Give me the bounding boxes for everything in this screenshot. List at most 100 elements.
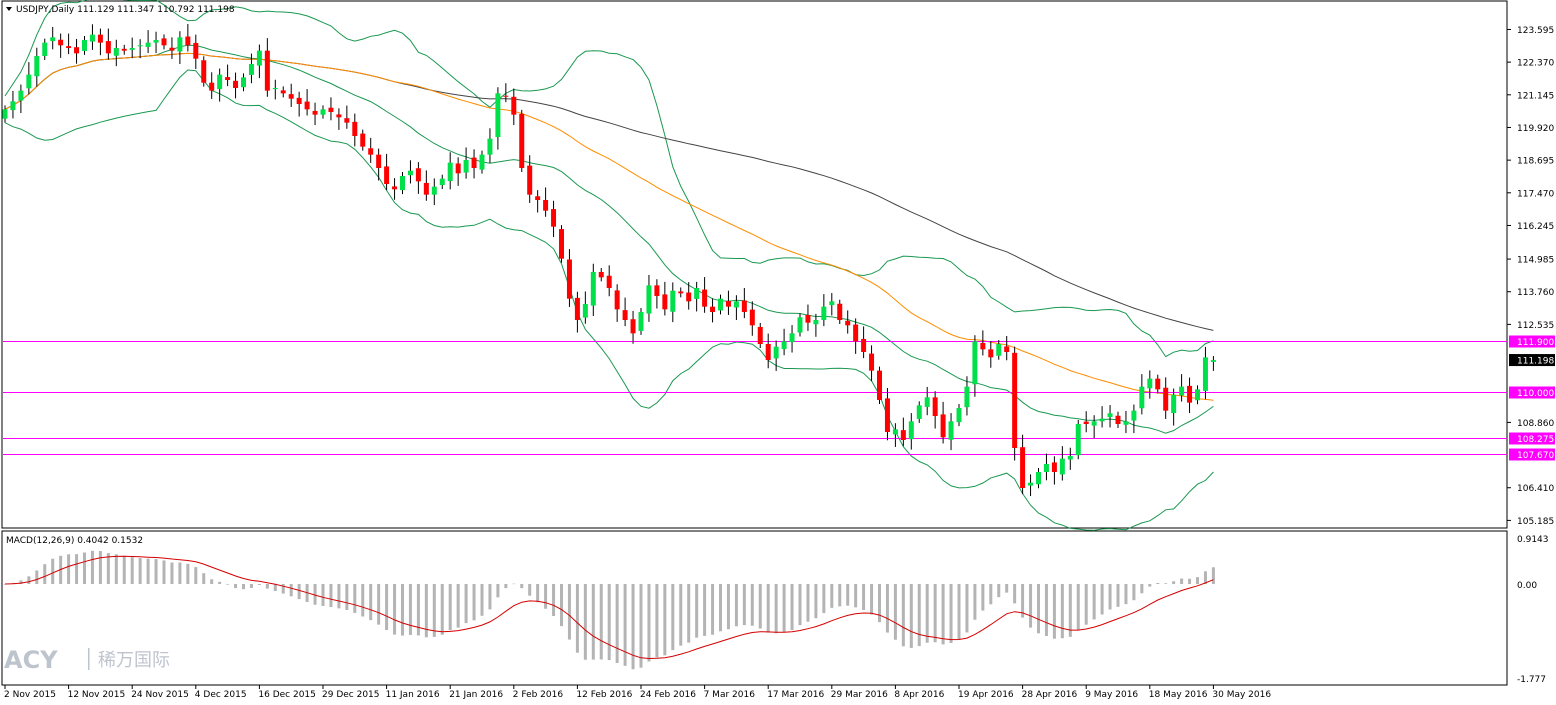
macd-bar [1211, 567, 1215, 584]
macd-bar [432, 584, 436, 637]
candle-body [280, 90, 286, 94]
candle-body [1083, 421, 1089, 424]
bollinger-lower [4, 69, 1214, 531]
macd-bar [639, 584, 643, 668]
macd-bar [35, 570, 39, 584]
horizontal-line-label: 111.900 [1517, 338, 1554, 348]
collapse-triangle-icon[interactable] [6, 7, 12, 11]
candle-body [821, 306, 827, 320]
candle-body [1187, 385, 1193, 403]
macd-bar [838, 584, 842, 607]
macd-bar [27, 576, 31, 584]
candle-body [861, 338, 867, 352]
candle-body [757, 326, 763, 344]
date-tick-label: 21 Jan 2016 [449, 690, 503, 700]
candle-body [678, 291, 684, 294]
acy-logo-text: ACY [4, 646, 58, 674]
macd-bar [106, 553, 110, 584]
horizontal-line-label: 108.275 [1517, 435, 1554, 445]
macd-bar [377, 584, 381, 625]
candle-body [1210, 360, 1216, 362]
candle-body [829, 301, 835, 306]
price-tick-label: 112.535 [1517, 321, 1554, 331]
candle-body [845, 320, 851, 326]
candle-body [352, 121, 358, 136]
macd-bar [51, 558, 55, 584]
macd-bar [448, 584, 452, 631]
macd-bar [647, 584, 651, 662]
macd-bar [146, 558, 150, 584]
price-tick-label: 105.185 [1517, 517, 1554, 527]
candle-body [622, 310, 628, 320]
candle-body [105, 41, 111, 54]
candle-body [97, 34, 103, 43]
macd-bar [226, 584, 230, 585]
macd-bar [726, 584, 730, 630]
date-tick-label: 7 Mar 2016 [704, 690, 756, 700]
macd-bar [528, 584, 532, 596]
candle-body [304, 101, 310, 110]
macd-bar [742, 584, 746, 626]
macd-bar [925, 584, 929, 643]
candle-body [201, 60, 207, 83]
macd-bar [154, 559, 158, 584]
candle-body [916, 405, 922, 419]
macd-bar [536, 584, 540, 603]
macd-bar [599, 584, 603, 660]
macd-bar [1196, 577, 1199, 584]
candle-body [566, 259, 572, 299]
date-tick-label: 2 Nov 2015 [4, 690, 56, 700]
macd-bar [67, 554, 71, 584]
date-tick-label: 24 Feb 2016 [640, 690, 696, 700]
macd-bar [822, 584, 826, 614]
candle-body [1020, 447, 1026, 488]
candle-body [272, 88, 278, 90]
candle-body [646, 285, 652, 314]
candle-body [805, 314, 811, 323]
candle-body [797, 317, 803, 333]
macd-bar [615, 584, 619, 663]
candle-body [765, 344, 771, 360]
macd-bar [941, 584, 945, 645]
candle-body [614, 290, 620, 310]
candle-body [725, 301, 731, 307]
macd-bar [560, 584, 563, 627]
price-tick-label: 108.860 [1517, 419, 1554, 429]
candle-body [503, 95, 509, 97]
candle-body [487, 138, 493, 155]
candlesticks [2, 24, 1216, 496]
candle-body [193, 42, 199, 59]
price-tick-label: 106.410 [1517, 484, 1554, 494]
macd-signal-path [4, 555, 1214, 660]
candle-body [988, 349, 994, 358]
macd-bar [1068, 584, 1072, 637]
candle-body [1004, 346, 1010, 352]
candle-body [733, 301, 739, 308]
candle-body [1195, 389, 1200, 401]
candle-body [1163, 387, 1169, 411]
macd-bar [1052, 584, 1056, 639]
candle-body [344, 118, 350, 123]
candle-body [1099, 418, 1105, 422]
macd-bar [1188, 578, 1192, 584]
macd-bar [488, 584, 492, 610]
macd-bar [130, 557, 134, 584]
macd-bar [679, 584, 683, 646]
candle-body [392, 186, 398, 190]
current-price-label-bg [1509, 354, 1555, 367]
macd-bar [1029, 584, 1033, 628]
macd-bar [607, 584, 611, 661]
date-tick-label: 30 May 2016 [1212, 690, 1271, 700]
candle-body [1155, 378, 1161, 390]
macd-bar [949, 584, 953, 643]
date-tick-label: 18 May 2016 [1149, 690, 1208, 700]
date-tick-label: 28 Apr 2016 [1022, 690, 1078, 700]
date-tick-label: 19 Apr 2016 [958, 690, 1014, 700]
acy-logo: ACY 稀万国际 [4, 646, 170, 674]
macd-bar [575, 584, 579, 653]
bollinger-upper [4, 0, 1214, 358]
candle-body [654, 285, 660, 296]
macd-bar [758, 584, 762, 629]
candle-body [1059, 458, 1065, 475]
candle-body [1091, 421, 1097, 426]
